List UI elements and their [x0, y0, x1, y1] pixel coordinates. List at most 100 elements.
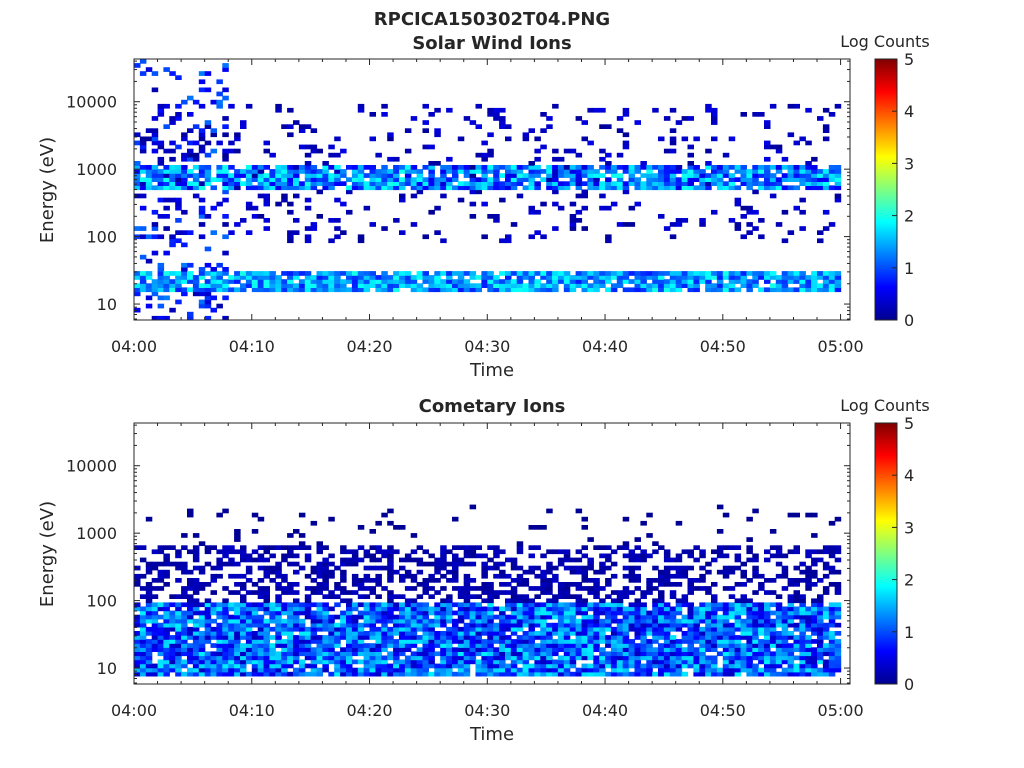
heatmap-cell [452, 586, 459, 591]
heatmap-cell [163, 197, 170, 203]
heatmap-cell [240, 622, 247, 628]
heatmap-cell [752, 271, 759, 276]
heatmap-cell [610, 598, 618, 604]
heatmap-cell [363, 173, 371, 178]
heatmap-cell [675, 610, 683, 616]
heatmap-cell [145, 169, 153, 174]
heatmap-cell [198, 205, 206, 211]
heatmap-cell [557, 169, 565, 174]
heatmap-cell [705, 185, 712, 191]
heatmap-cell [240, 606, 247, 612]
heatmap-cell [669, 185, 677, 191]
heatmap-cell [663, 651, 671, 657]
heatmap-cell [622, 287, 630, 293]
heatmap-cell [699, 639, 706, 644]
heatmap-cell [693, 545, 700, 550]
heatmap-cell [505, 271, 512, 276]
heatmap-cell [351, 635, 359, 640]
axis-ticks-solar-wind: 04:00 04:10 04:20 04:30 04:40 04:50 05:0010100… [66, 59, 864, 356]
heatmap-cell [257, 639, 265, 644]
heatmap-cell [375, 667, 382, 673]
heatmap-cell [463, 169, 471, 174]
heatmap-cell [322, 557, 329, 563]
heatmap-cell [522, 283, 530, 288]
heatmap-cell [192, 590, 200, 595]
heatmap-cell [705, 635, 712, 640]
x-tick-label: 04:50 [700, 701, 746, 720]
heatmap-cell [357, 647, 365, 652]
heatmap-cell [181, 242, 188, 248]
heatmap-cell [658, 614, 665, 620]
heatmap-cell [139, 643, 147, 648]
heatmap-cell [522, 271, 530, 276]
heatmap-cell [734, 287, 742, 293]
heatmap-cell [375, 671, 382, 677]
heatmap-cell [640, 647, 647, 652]
heatmap-cell [487, 631, 494, 636]
heatmap-cell [281, 651, 288, 657]
heatmap-cell [793, 512, 800, 518]
heatmap-cell [334, 136, 341, 142]
heatmap-cell [134, 614, 141, 620]
heatmap-cell [587, 651, 594, 657]
heatmap-cell [575, 549, 583, 555]
heatmap-cell [257, 283, 265, 288]
heatmap-cell [169, 626, 176, 632]
heatmap-cell [175, 549, 182, 555]
heatmap-cell [175, 663, 182, 669]
heatmap-cell [234, 169, 241, 174]
heatmap-cell [658, 606, 665, 612]
heatmap-cell [240, 553, 247, 559]
heatmap-cell [328, 279, 335, 284]
heatmap-cell [634, 667, 641, 673]
heatmap-cell [404, 614, 412, 620]
heatmap-cell [834, 590, 842, 595]
heatmap-cell [646, 165, 653, 170]
heatmap-cell [675, 553, 683, 559]
heatmap-cell [746, 205, 753, 211]
heatmap-cell [546, 116, 553, 121]
heatmap-cell [675, 622, 683, 628]
heatmap-cell [534, 525, 541, 530]
heatmap-cell [434, 561, 441, 567]
heatmap-cell [793, 177, 800, 182]
heatmap-cell [404, 128, 412, 133]
heatmap-cell [346, 643, 353, 648]
heatmap-cell [675, 520, 683, 526]
heatmap-cell [681, 594, 689, 599]
heatmap-cell [245, 631, 253, 636]
heatmap-cell [192, 291, 200, 297]
heatmap-cell [622, 626, 630, 632]
heatmap-cell [293, 271, 300, 276]
heatmap-cell [175, 271, 182, 276]
heatmap-cell [446, 606, 453, 612]
heatmap-cell [687, 116, 694, 121]
heatmap-cell [799, 169, 806, 174]
heatmap-cell [181, 271, 188, 276]
heatmap-cell [716, 275, 724, 280]
heatmap-cell [257, 586, 265, 591]
heatmap-cell [340, 671, 347, 677]
heatmap-cell [769, 283, 777, 288]
heatmap-cell [139, 71, 147, 76]
heatmap-cell [157, 573, 165, 579]
heatmap-cell [298, 541, 306, 546]
heatmap-cell [705, 173, 712, 178]
heatmap-cell [822, 565, 830, 571]
heatmap-cell [811, 173, 818, 178]
heatmap-cell [310, 144, 318, 150]
heatmap-cell [404, 610, 412, 616]
heatmap-cell [316, 565, 323, 571]
heatmap-cell [487, 271, 494, 276]
heatmap-cell [399, 622, 406, 628]
heatmap-cell [610, 169, 618, 174]
heatmap-cell [404, 626, 412, 632]
heatmap-cell [410, 573, 418, 579]
heatmap-cell [228, 549, 235, 555]
heatmap-cell [711, 549, 718, 555]
heatmap-cell [640, 181, 647, 186]
heatmap-cell [499, 569, 506, 575]
heatmap-cell [652, 602, 659, 608]
heatmap-cell [669, 618, 677, 624]
heatmap-cell [228, 177, 235, 182]
